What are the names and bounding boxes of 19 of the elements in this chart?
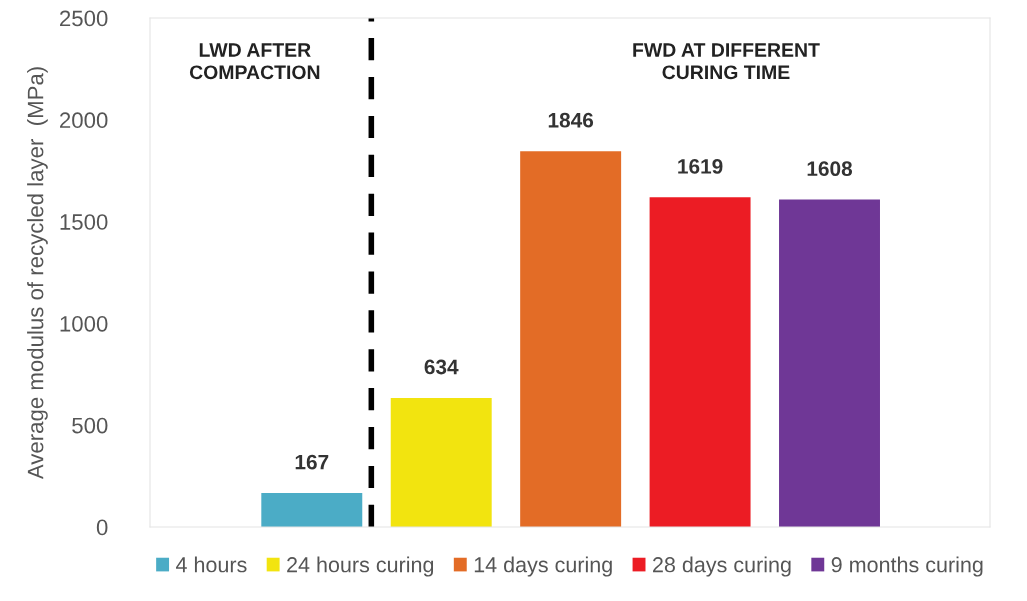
legend-label: 9 months curing xyxy=(831,556,983,577)
y-tick-label: 2000 xyxy=(60,112,108,129)
data-label: 1608 xyxy=(807,161,853,177)
legend-label: 28 days curing xyxy=(653,556,791,577)
y-axis-title: Average modulus of recycled layer (MPa) xyxy=(27,67,48,480)
data-label: 1619 xyxy=(678,159,723,174)
y-tick-label: 1000 xyxy=(60,315,108,332)
data-label: 634 xyxy=(424,359,459,375)
y-tick-label: 500 xyxy=(72,417,108,434)
legend-label: 24 hours curing xyxy=(287,556,434,577)
y-tick-label: 0 xyxy=(96,519,108,536)
annotation: FWD AT DIFFERENT CURING TIME xyxy=(633,43,820,80)
y-tick-label: 2500 xyxy=(60,10,108,27)
y-tick-label: 1500 xyxy=(60,214,108,230)
data-label: 1846 xyxy=(548,112,594,128)
annotation: LWD AFTER COMPACTION xyxy=(189,43,320,80)
legend-label: 4 hours xyxy=(176,556,247,573)
legend-label: 14 days curing xyxy=(474,556,612,577)
data-label: 167 xyxy=(295,454,329,470)
